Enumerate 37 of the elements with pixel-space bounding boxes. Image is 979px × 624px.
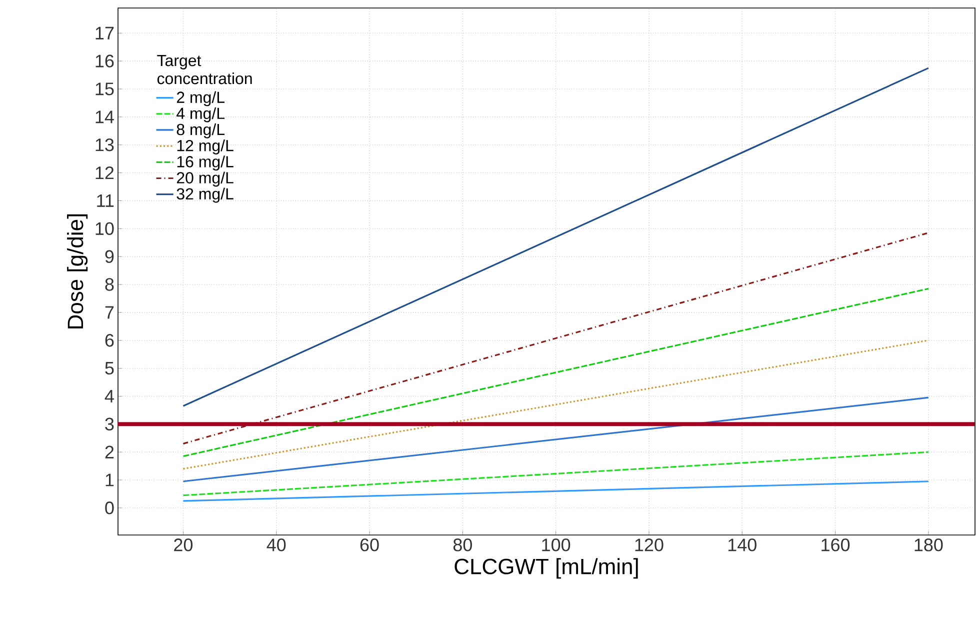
x-tick-label: 180 <box>914 538 943 552</box>
y-tick-label: 17 <box>96 26 114 40</box>
x-tick-label: 120 <box>635 538 664 552</box>
y-tick-label: 0 <box>105 502 114 514</box>
y-tick-label: 16 <box>96 54 114 68</box>
y-tick-label: 3 <box>105 418 114 430</box>
x-axis-title: CLCGWT [mL/min] <box>454 558 638 579</box>
y-tick-label: 6 <box>105 334 114 347</box>
y-tick-label: 4 <box>104 390 114 402</box>
x-tick-label: 140 <box>728 538 756 552</box>
y-tick-label: 10 <box>96 222 114 235</box>
y-tick-label: 14 <box>96 110 114 124</box>
y-tick-label: 11 <box>97 194 114 207</box>
y-tick-label: 1 <box>106 474 114 486</box>
y-tick-label: 2 <box>105 446 114 458</box>
x-tick-label: 160 <box>822 538 850 552</box>
y-tick-label: 15 <box>96 82 114 96</box>
legend-label: 16 mg/L <box>177 156 234 171</box>
legend-title: Target concentration <box>157 55 252 84</box>
y-axis-title: Dose [g/die] <box>67 214 88 328</box>
legend-label: 12 mg/L <box>177 140 234 154</box>
x-tick-label: 60 <box>360 538 379 552</box>
y-tick-label: 13 <box>96 138 114 152</box>
y-tick-label: 8 <box>105 278 114 291</box>
y-tick-label: 12 <box>96 166 114 180</box>
legend-label: 8 mg/L <box>176 123 225 138</box>
y-tick-label: 5 <box>105 362 114 375</box>
y-tick-label: 9 <box>105 250 114 263</box>
x-tick-label: 20 <box>174 538 193 552</box>
legend-label: 2 mg/L <box>176 91 225 106</box>
x-tick-label: 40 <box>266 538 286 552</box>
legend-label: 20 mg/L <box>176 172 234 187</box>
y-tick-label: 7 <box>105 306 114 319</box>
legend-label: 32 mg/L <box>176 188 234 203</box>
x-tick-label: 100 <box>542 538 570 552</box>
legend-label: 4 mg/L <box>176 107 225 122</box>
x-tick-label: 80 <box>453 538 472 552</box>
